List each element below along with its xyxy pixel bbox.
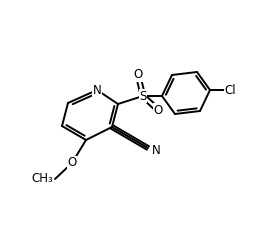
Text: CH₃: CH₃ — [31, 172, 53, 186]
Text: N: N — [152, 144, 161, 157]
Text: O: O — [67, 157, 77, 169]
Text: O: O — [133, 69, 143, 81]
Text: S: S — [139, 89, 147, 102]
Text: N: N — [93, 84, 101, 96]
Text: Cl: Cl — [224, 84, 236, 96]
Text: O: O — [153, 103, 163, 117]
